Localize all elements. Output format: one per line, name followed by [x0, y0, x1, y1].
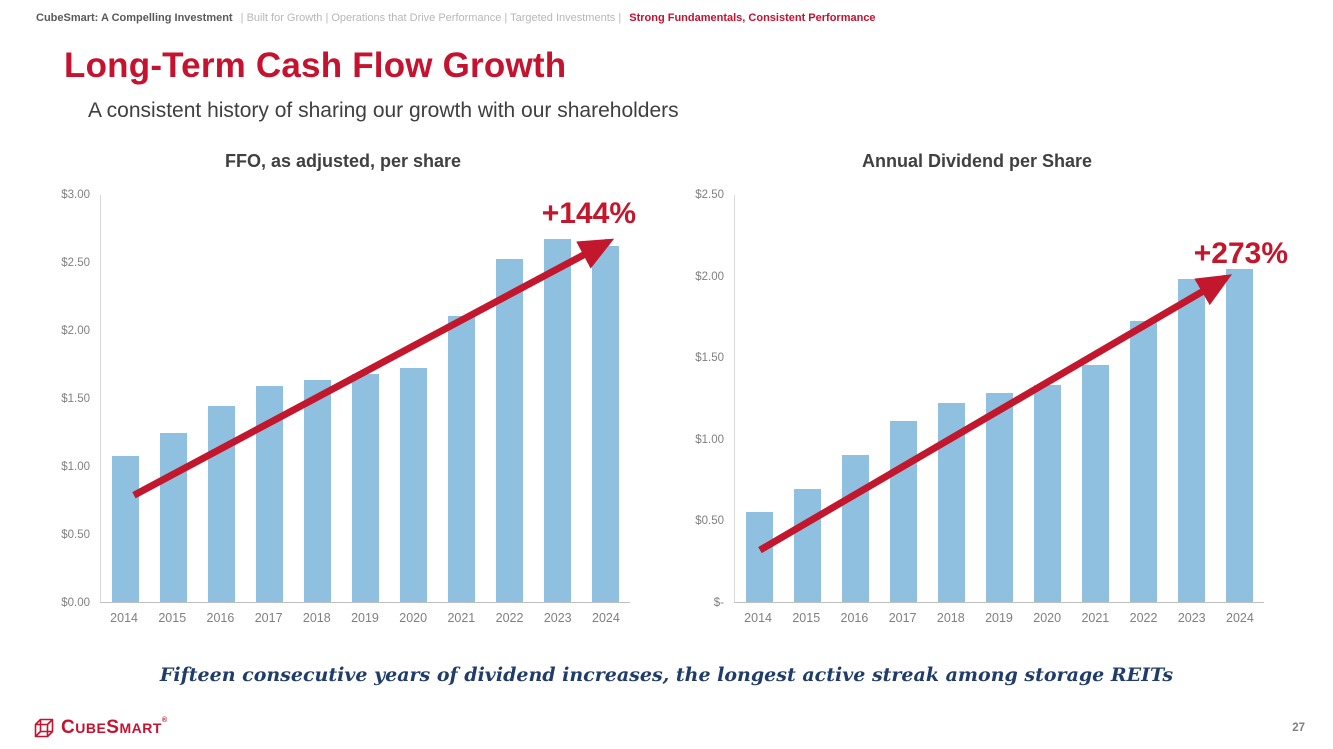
x-axis-tick-label: 2015	[158, 611, 187, 625]
y-axis-tick-label: $0.50	[695, 515, 724, 528]
y-axis-tick-label: $0.50	[61, 529, 90, 541]
plot-area: +273%	[734, 195, 1288, 603]
x-axis-tick-label: 2016	[840, 611, 869, 625]
x-axis-tick-label: 2022	[495, 611, 524, 625]
bar	[937, 402, 965, 602]
y-axis-tick-label: $1.50	[61, 393, 90, 405]
x-axis-tick-label: 2023	[543, 611, 572, 625]
y-axis-tick-label: $3.00	[61, 189, 90, 201]
page-title: Long-Term Cash Flow Growth	[64, 46, 567, 85]
growth-percentage-label: +144%	[541, 197, 636, 230]
x-axis-tick-label: 2019	[351, 611, 379, 625]
bar	[111, 456, 139, 602]
bar	[745, 512, 773, 602]
page-subtitle: A consistent history of sharing our grow…	[88, 99, 679, 122]
y-axis-tick-label: $1.00	[61, 461, 90, 473]
logo-letter: S	[106, 717, 120, 738]
bar	[1130, 321, 1158, 602]
x-axis-tick-label: 2024	[592, 611, 620, 625]
bar	[1034, 384, 1062, 602]
y-axis-tick-label: $2.50	[61, 257, 90, 269]
chart-annual-dividend: Annual Dividend per Share $2.50 $2.00 $1.5…	[682, 150, 1288, 625]
x-axis-tick-label: 2015	[792, 611, 821, 625]
cubesmart-logo: CUBESMART®	[32, 716, 168, 740]
y-axis: $2.50 $2.00 $1.50 $1.00 $0.50 $-	[682, 189, 734, 609]
logo-wordmark: CUBESMART®	[61, 717, 168, 739]
logo-letter: C	[61, 717, 76, 738]
logo-letters: MART	[119, 720, 162, 736]
bar	[841, 455, 869, 602]
registered-mark: ®	[161, 717, 168, 724]
x-axis-tick-label: 2023	[1177, 611, 1206, 625]
y-axis-tick-label: $1.50	[695, 352, 724, 365]
bar	[544, 238, 572, 602]
bar	[793, 489, 821, 602]
x-axis-tick-label: 2018	[936, 611, 965, 625]
x-axis-tick-label: 2021	[1081, 611, 1110, 625]
y-axis-tick-label: $0.00	[61, 597, 90, 609]
chart-title: Annual Dividend per Share	[861, 151, 1093, 171]
plot-area: +144%	[100, 195, 636, 603]
page-number: 27	[1292, 722, 1305, 734]
bar	[985, 393, 1013, 602]
x-axis-tick-label: 2016	[206, 611, 235, 625]
footnote: Fifteen consecutive years of dividend in…	[159, 664, 1174, 686]
x-axis-tick-label: 2018	[302, 611, 331, 625]
bar	[592, 245, 620, 602]
chart-ffo-per-share: FFO, as adjusted, per share $3.00 $2.50 $2…	[48, 150, 638, 625]
bar	[496, 259, 524, 602]
x-axis-tick-label: 2017	[254, 611, 283, 625]
bar	[889, 420, 917, 602]
chart-title: FFO, as adjusted, per share	[224, 151, 462, 171]
bar	[400, 368, 428, 602]
x-axis-tick-label: 2022	[1129, 611, 1158, 625]
breadcrumb-section-active-first: CubeSmart: A Compelling Investment	[36, 12, 233, 24]
x-axis-tick-label: 2014	[110, 611, 138, 625]
bar	[303, 380, 331, 602]
y-axis-tick-label: $1.00	[695, 433, 724, 446]
bar	[1082, 365, 1110, 602]
x-axis-tick-label: 2014	[744, 611, 772, 625]
bar	[1178, 278, 1206, 602]
bar	[159, 433, 187, 602]
y-axis-tick-label: $2.50	[695, 189, 724, 201]
bar-series	[101, 195, 630, 602]
breadcrumb: CubeSmart: A Compelling Investment | Bui…	[36, 12, 876, 24]
x-axis-tick-label: 2020	[1033, 611, 1062, 625]
y-axis-tick-label: $2.00	[695, 270, 724, 283]
y-axis-tick-label: $-	[713, 597, 724, 609]
cube-icon	[34, 718, 54, 738]
x-axis-tick-label: 2020	[399, 611, 428, 625]
x-axis-tick-label: 2019	[985, 611, 1013, 625]
y-axis: $3.00 $2.50 $2.00 $1.50 $1.00 $0.50 $0.00	[48, 189, 100, 609]
bar-series	[735, 195, 1264, 602]
x-axis-tick-label: 2024	[1226, 611, 1254, 625]
bar	[351, 373, 379, 602]
bar	[207, 406, 235, 602]
growth-percentage-label: +273%	[1193, 237, 1288, 270]
x-axis: 2014 2015 2016 2017 2018 2019 2020 2021 2022 2023…	[734, 611, 1264, 625]
y-axis-tick-label: $2.00	[61, 325, 90, 337]
bar	[255, 385, 283, 602]
bar	[448, 316, 476, 602]
x-axis-tick-label: 2017	[888, 611, 917, 625]
breadcrumb-section-active-last: Strong Fundamentals, Consistent Performa…	[629, 12, 876, 24]
breadcrumb-sections-middle: | Built for Growth | Operations that Dri…	[240, 12, 622, 24]
bar	[1226, 269, 1254, 602]
logo-letters: UBE	[75, 720, 107, 736]
x-axis: 2014 2015 2016 2017 2018 2019 2020 2021 2022 2023…	[100, 611, 630, 625]
x-axis-tick-label: 2021	[447, 611, 476, 625]
